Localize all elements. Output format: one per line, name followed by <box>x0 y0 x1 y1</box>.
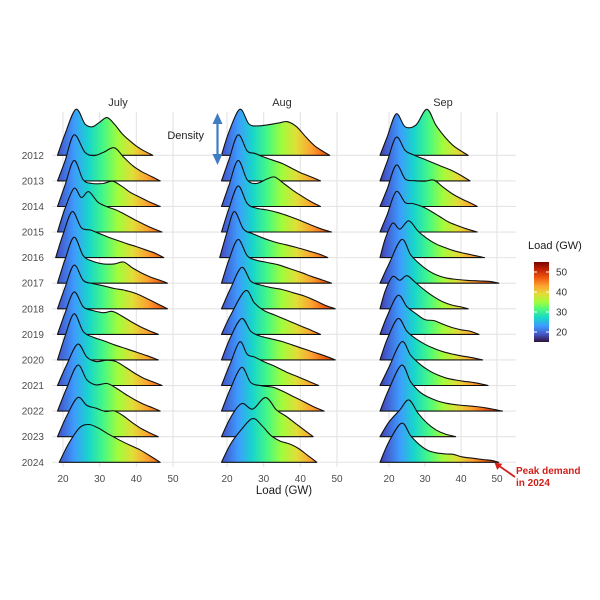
x-tick-label: 20 <box>57 474 69 485</box>
density-annotation-label: Density <box>167 130 204 142</box>
density-ridge-sep-2015 <box>379 190 478 233</box>
peak-demand-arrow <box>494 462 516 478</box>
legend-colorbar-bar <box>534 262 549 342</box>
density-ridge-july-2019 <box>56 291 159 335</box>
x-tick-label: 50 <box>331 474 343 485</box>
density-ridge-sep-2014 <box>379 164 478 208</box>
density-ridge-july-2013 <box>56 134 161 182</box>
density-ridge-july-2024 <box>58 423 161 463</box>
legend-tick-label: 30 <box>556 308 568 319</box>
year-label-2024: 2024 <box>22 458 45 469</box>
year-label-2021: 2021 <box>22 381 45 392</box>
density-arrow-head-up <box>212 113 223 124</box>
x-tick-label: 40 <box>131 474 143 485</box>
density-ridge-aug-2024 <box>220 418 318 463</box>
year-label-2013: 2013 <box>22 176 45 187</box>
density-ridge-aug-2017 <box>220 238 333 284</box>
facet-aug <box>219 108 336 463</box>
legend-title: Load (GW) <box>528 240 582 252</box>
density-ridge-july-2017 <box>56 236 169 284</box>
density-ridge-sep-2019 <box>379 294 480 335</box>
year-label-2022: 2022 <box>22 407 45 418</box>
facet-july <box>55 108 169 463</box>
x-tick-label: 30 <box>94 474 106 485</box>
year-label-2012: 2012 <box>22 151 45 162</box>
facet-title-sep: Sep <box>433 97 453 109</box>
density-ridge-july-2022 <box>56 364 161 412</box>
density-ridge-sep-2017 <box>379 238 500 284</box>
density-arrow-head-down <box>212 154 223 165</box>
x-tick-label: 30 <box>419 474 431 485</box>
x-tick-label: 50 <box>491 474 503 485</box>
x-tick-label: 40 <box>295 474 307 485</box>
year-label-2015: 2015 <box>22 228 45 239</box>
legend-colorbar: 50 40 30 20 <box>534 262 568 342</box>
facet-title-july: July <box>108 97 128 109</box>
year-label-2014: 2014 <box>22 202 45 213</box>
year-label-2023: 2023 <box>22 432 45 443</box>
density-ridge-aug-2016 <box>219 211 329 259</box>
density-ridge-aug-2014 <box>220 159 322 208</box>
x-tick-label: 20 <box>221 474 233 485</box>
peak-demand-annotation-line1: Peak demand <box>516 466 581 477</box>
year-label-2019: 2019 <box>22 330 45 341</box>
x-tick-label: 30 <box>258 474 270 485</box>
density-ridge-july-2018 <box>56 264 169 310</box>
density-ridge-aug-2013 <box>220 134 322 182</box>
legend-tick-label: 50 <box>556 268 568 279</box>
density-ridge-july-2015 <box>56 187 163 233</box>
density-ridge-aug-2015 <box>220 185 333 233</box>
year-label-2020: 2020 <box>22 355 45 366</box>
peak-demand-arrow-head <box>494 462 503 470</box>
density-arrow <box>212 113 223 165</box>
year-label-2017: 2017 <box>22 279 45 290</box>
density-ridge-july-2012 <box>56 108 154 156</box>
peak-demand-annotation: Peak demand in 2024 <box>516 466 596 490</box>
facet-sep <box>379 108 503 463</box>
year-label-2016: 2016 <box>22 253 45 264</box>
x-tick-label: 40 <box>455 474 467 485</box>
year-label-2018: 2018 <box>22 304 45 315</box>
peak-demand-arrow-shaft <box>499 465 516 478</box>
density-ridge-july-2020 <box>56 313 159 361</box>
density-ridge-sep-2022 <box>379 364 503 412</box>
facet-title-aug: Aug <box>272 97 292 109</box>
x-tick-label: 50 <box>167 474 179 485</box>
peak-demand-annotation-line2: in 2024 <box>516 478 550 489</box>
density-ridge-sep-2024 <box>379 422 500 463</box>
density-ridge-july-2014 <box>56 159 161 208</box>
legend-tick-label: 40 <box>556 288 568 299</box>
legend-tick-label: 20 <box>556 328 568 339</box>
density-ridge-sep-2013 <box>379 136 471 182</box>
density-ridge-aug-2020 <box>220 317 336 361</box>
x-tick-label: 20 <box>383 474 395 485</box>
density-ridge-aug-2022 <box>220 366 325 412</box>
density-ridge-aug-2012 <box>220 108 331 156</box>
x-axis-title: Load (GW) <box>255 485 313 497</box>
density-ridge-july-2016 <box>55 211 165 259</box>
